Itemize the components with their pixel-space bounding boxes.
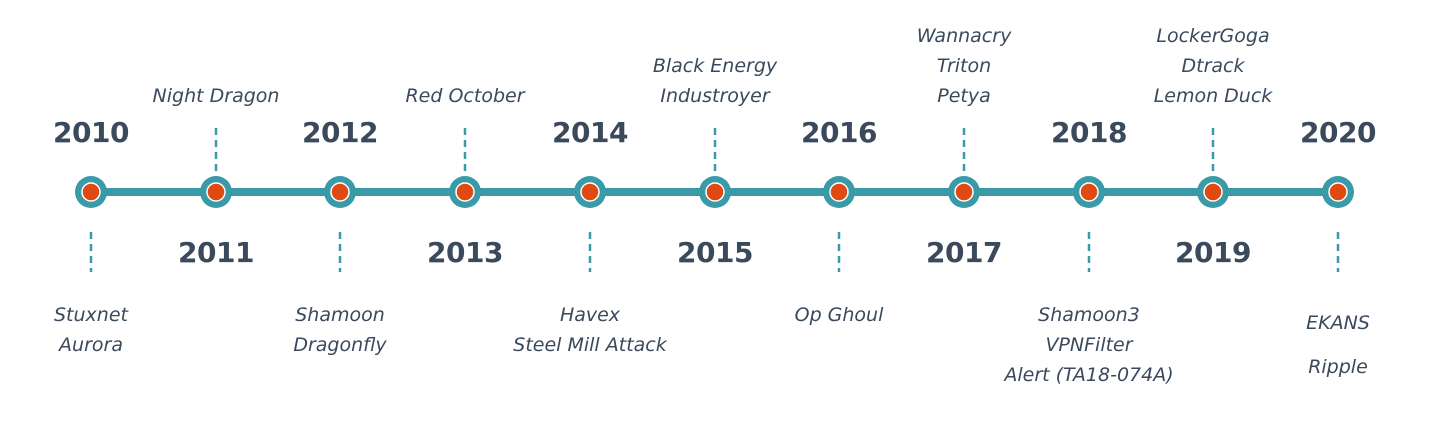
node-dot-2016 [829, 182, 849, 202]
events-2015: Black Energy Industroyer [595, 51, 835, 111]
node-dot-2015 [705, 182, 725, 202]
events-2020: EKANS Ripple [1218, 308, 1432, 382]
event-label: Shamoon3 [1038, 304, 1140, 326]
event-label: Lemon Duck [1153, 85, 1273, 107]
event-label: Op Ghoul [794, 304, 884, 326]
year-label-2016: 2016 [801, 116, 877, 149]
event-label: Shamoon [295, 304, 385, 326]
year-label-2020: 2020 [1300, 116, 1376, 149]
node-dot-2010 [81, 182, 101, 202]
events-2011: Night Dragon [96, 81, 336, 111]
events-2014: Havex Steel Mill Attack [470, 300, 710, 360]
node-dot-2019 [1203, 182, 1223, 202]
node-dot-2012 [330, 182, 350, 202]
node-dot-2011 [206, 182, 226, 202]
year-label-2010: 2010 [53, 116, 129, 149]
event-label: Industroyer [660, 85, 770, 107]
node-dot-2013 [455, 182, 475, 202]
event-label: Stuxnet [54, 304, 128, 326]
event-label: VPNFilter [1045, 334, 1133, 356]
event-label: Wannacry [916, 25, 1012, 47]
event-label: Dragonfly [293, 334, 387, 356]
year-label-2019: 2019 [1175, 236, 1251, 269]
year-label-2011: 2011 [178, 236, 254, 269]
events-2017: Wannacry Triton Petya [844, 21, 1084, 111]
node-dot-2018 [1079, 182, 1099, 202]
year-label-2018: 2018 [1051, 116, 1127, 149]
event-label: Black Energy [652, 55, 778, 77]
year-label-2017: 2017 [926, 236, 1002, 269]
node-dot-2017 [954, 182, 974, 202]
year-label-2015: 2015 [677, 236, 753, 269]
node-dot-2020 [1328, 182, 1348, 202]
event-label: Alert (TA18-074A) [1004, 364, 1174, 386]
event-label: Red October [405, 85, 525, 107]
node-dot-2014 [580, 182, 600, 202]
event-label: LockerGoga [1156, 25, 1270, 47]
event-label: Steel Mill Attack [513, 334, 667, 356]
event-label: Havex [559, 304, 621, 326]
events-2018: Shamoon3 VPNFilter Alert (TA18-074A) [969, 300, 1209, 390]
event-label: Dtrack [1181, 55, 1245, 77]
year-label-2013: 2013 [427, 236, 503, 269]
event-label: Ripple [1308, 356, 1368, 378]
events-2012: Shamoon Dragonfly [220, 300, 460, 360]
event-label: Triton [936, 55, 992, 77]
events-2019: LockerGoga Dtrack Lemon Duck [1093, 21, 1333, 111]
events-2010: Stuxnet Aurora [0, 300, 211, 360]
year-label-2014: 2014 [552, 116, 628, 149]
events-2016: Op Ghoul [719, 300, 959, 330]
event-label: Night Dragon [152, 85, 280, 107]
event-label: Petya [937, 85, 991, 107]
event-label: EKANS [1306, 312, 1370, 334]
year-label-2012: 2012 [302, 116, 378, 149]
event-label: Aurora [59, 334, 123, 356]
events-2013: Red October [345, 81, 585, 111]
